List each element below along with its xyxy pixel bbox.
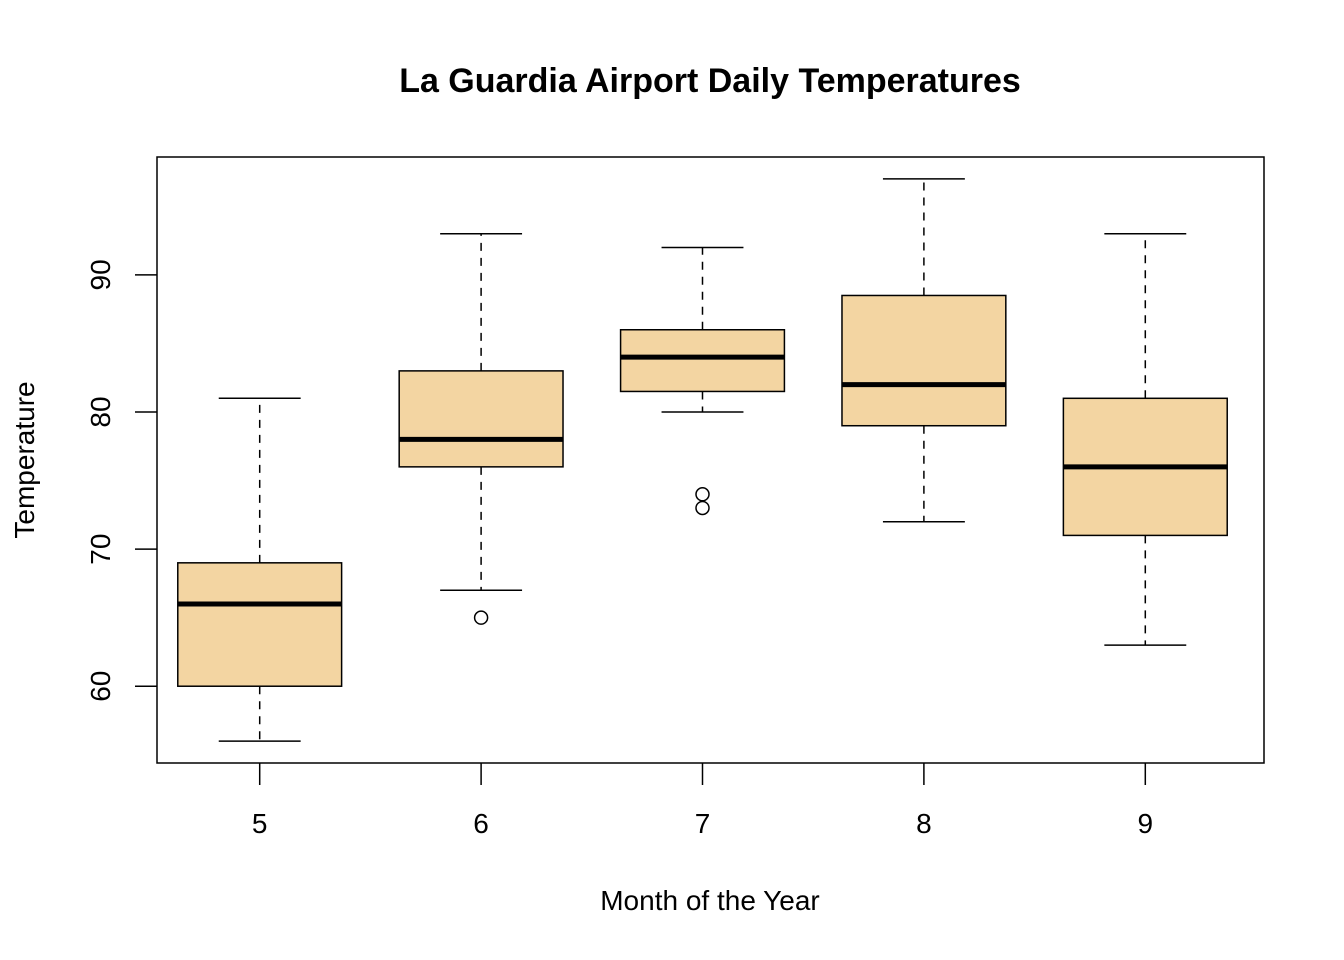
y-tick-label: 90 [85, 259, 116, 290]
y-tick-label: 60 [85, 671, 116, 702]
outlier-point [473, 610, 489, 625]
boxes-layer [177, 178, 1228, 742]
x-tick-label: 6 [473, 808, 489, 839]
iqr-box [841, 294, 1007, 427]
x-tick-label: 8 [916, 808, 932, 839]
x-axis-label: Month of the Year [600, 885, 820, 916]
outlier-point [695, 487, 710, 502]
plot-frame [156, 156, 1265, 764]
box-month-9 [1062, 233, 1228, 646]
box-month-8 [841, 178, 1007, 523]
iqr-box [177, 562, 343, 687]
y-axis: 60 70 80 90 [85, 259, 157, 702]
y-tick-label: 80 [85, 396, 116, 427]
y-tick-label: 70 [85, 534, 116, 565]
y-axis-label: Temperature [9, 381, 40, 538]
x-tick-label: 9 [1138, 808, 1154, 839]
box-month-6 [398, 233, 564, 625]
chart-title: La Guardia Airport Daily Temperatures [399, 62, 1021, 100]
outlier-point [695, 500, 710, 516]
iqr-box [398, 370, 564, 468]
box-month-7 [619, 246, 786, 516]
iqr-box [619, 329, 786, 393]
x-axis: 5 6 7 8 9 [252, 763, 1153, 839]
x-tick-label: 7 [695, 808, 711, 839]
x-tick-label: 5 [252, 808, 268, 839]
box-month-5 [177, 397, 343, 742]
